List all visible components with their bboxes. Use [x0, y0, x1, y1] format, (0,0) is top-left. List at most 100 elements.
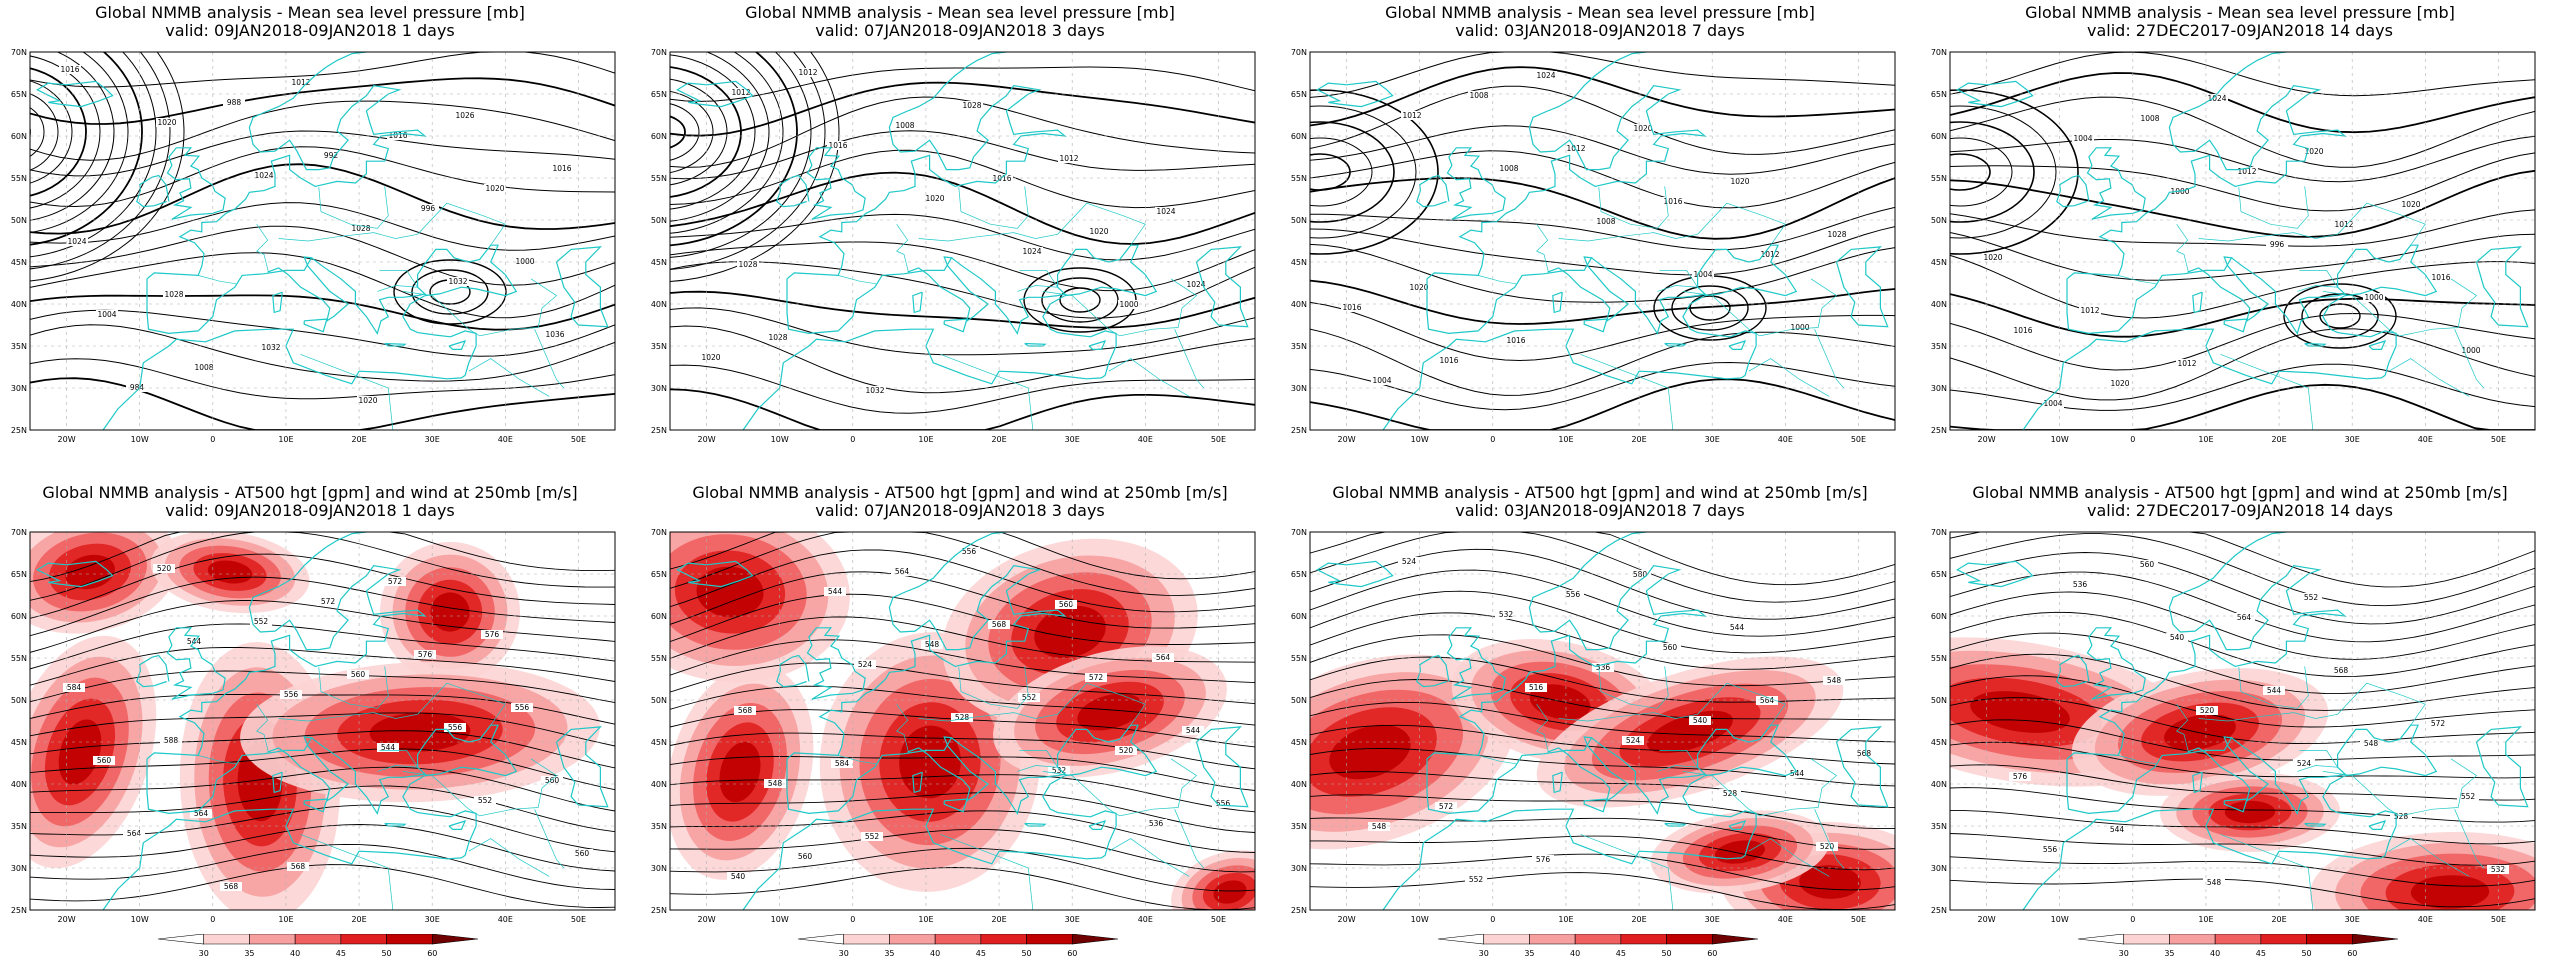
coastline — [2297, 270, 2339, 292]
height-contour-label: 536 — [2073, 580, 2088, 589]
contour-label-bg — [1438, 356, 1460, 365]
pressure-contour-label: 1020 — [157, 118, 176, 127]
height-contour — [30, 670, 615, 704]
pressure-contour-label: 1020 — [1633, 124, 1652, 133]
contour-label-bg — [1759, 250, 1781, 259]
height-contour — [670, 792, 1255, 833]
colorbar-segment — [1711, 934, 1759, 945]
height-contour — [670, 828, 1255, 873]
isobar — [670, 54, 756, 210]
height-contour-label: 576 — [418, 650, 433, 659]
lat-tick-label: 30N — [11, 864, 27, 873]
lon-tick-label: 50E — [1211, 915, 1226, 924]
contour-label-bg — [764, 779, 786, 788]
lon-tick-label: 20W — [1338, 435, 1356, 444]
coastline — [377, 750, 419, 772]
lat-tick-label: 45N — [651, 258, 667, 267]
contour-label-bg — [2109, 379, 2131, 388]
panel-1-title: Global NMMB analysis - Mean sea level pr… — [0, 4, 620, 40]
contour-label-bg — [824, 587, 846, 596]
height-contour-label: 556 — [962, 547, 977, 556]
height-contour — [1950, 653, 2535, 711]
isobar — [30, 225, 615, 286]
height-contour — [30, 600, 615, 653]
panel-title-line1: Global NMMB analysis - Mean sea level pr… — [95, 3, 525, 22]
contour-label-bg — [1659, 643, 1681, 652]
coastline — [2086, 627, 2146, 700]
pressure-contour-label: 1000 — [1790, 323, 1809, 332]
coastline — [1835, 246, 1889, 328]
map-axes: 70N 65N 60N 55N 50N 45N 40N 35N 30N 25N 20W 10W 0 10E… — [11, 48, 616, 444]
height-contour-label: 564 — [895, 567, 910, 576]
height-contour-label: 568 — [738, 706, 753, 715]
contour-label-bg — [66, 237, 88, 246]
pressure-contour-label: 1008 — [1469, 91, 1488, 100]
contour-label-bg — [2293, 759, 2315, 768]
map-axes: 70N 65N 60N 55N 50N 45N 40N 35N 30N 25N 20W 10W 0 10E… — [1291, 528, 1896, 924]
height-contour — [1310, 548, 1895, 620]
isobar — [670, 66, 1255, 102]
lat-tick-label: 65N — [1931, 90, 1947, 99]
panel-title-line2: valid: 07JAN2018-09JAN2018 3 days — [815, 21, 1105, 40]
pressure-contour-label: 1020 — [2401, 200, 2420, 209]
coastline — [1042, 278, 1198, 337]
pressure-contour-label: 1020 — [925, 194, 944, 203]
lat-tick-label: 50N — [1291, 696, 1307, 705]
pressure-contour-label: 988 — [227, 98, 242, 107]
isobar — [1950, 135, 2535, 183]
lon-tick-label: 20E — [2271, 435, 2286, 444]
lat-tick-label: 45N — [1291, 258, 1307, 267]
isobar — [30, 52, 185, 282]
isobar — [30, 80, 73, 184]
height-contour-label: 572 — [1439, 802, 1454, 811]
contour-label-bg — [541, 776, 563, 785]
contour-label-bg — [2166, 633, 2188, 642]
map-frame — [29, 51, 616, 431]
coastline — [1552, 771, 1563, 794]
lon-tick-label: 50E — [2491, 915, 2506, 924]
lon-tick-label: 20E — [991, 915, 1006, 924]
contour-label-bg — [1565, 144, 1587, 153]
map-content: 1004100099610001000100410081012101210161… — [1950, 52, 2535, 430]
contour-labels: 516 524 528 520 524 532 536 540 544 548 552 556 560 5… — [1368, 557, 1875, 884]
height-contour-label: 552 — [865, 832, 880, 841]
isobar — [670, 241, 1255, 292]
isobar — [30, 52, 157, 258]
isobar — [30, 377, 615, 430]
isobar — [30, 55, 101, 209]
coastline — [912, 291, 923, 314]
contour-label-bg — [924, 194, 946, 203]
coastline — [146, 736, 350, 815]
coastline — [1536, 224, 1549, 273]
height-contour — [670, 756, 1255, 791]
colorbar-segment — [2351, 934, 2399, 945]
coastline — [786, 736, 990, 815]
contour-label-bg — [1371, 376, 1393, 385]
coastline — [1382, 295, 1757, 430]
isobar — [1310, 206, 1895, 251]
colorbar-segment — [889, 934, 936, 945]
height-contours — [1310, 532, 1895, 910]
lat-tick-label: 25N — [1291, 426, 1307, 435]
pressure-contour-label: 1012 — [1566, 144, 1585, 153]
map-frame — [1309, 531, 1896, 911]
lat-tick-label: 70N — [11, 48, 27, 57]
contour-label-bg — [2330, 666, 2352, 675]
pressure-contour-label: 1012 — [731, 88, 750, 97]
colorbar-tick-label: 35 — [884, 949, 894, 958]
isobar — [30, 52, 143, 246]
lat-tick-label: 65N — [1291, 570, 1307, 579]
coastline — [896, 704, 909, 753]
lon-tick-label: 50E — [571, 435, 586, 444]
coastline — [1580, 354, 1674, 430]
pressure-contour-label: 1024 — [2207, 94, 2226, 103]
contour-label-bg — [96, 310, 118, 319]
panel-6-title: Global NMMB analysis - AT500 hgt [gpm] a… — [640, 484, 1280, 520]
isobar — [30, 93, 59, 171]
coastline — [311, 724, 518, 815]
height-contour-label: 544 — [828, 587, 843, 596]
lat-tick-label: 55N — [1291, 654, 1307, 663]
pressure-contour-label: 1026 — [455, 111, 474, 120]
lat-tick-label: 70N — [1291, 528, 1307, 537]
contour-label-bg — [153, 564, 175, 573]
